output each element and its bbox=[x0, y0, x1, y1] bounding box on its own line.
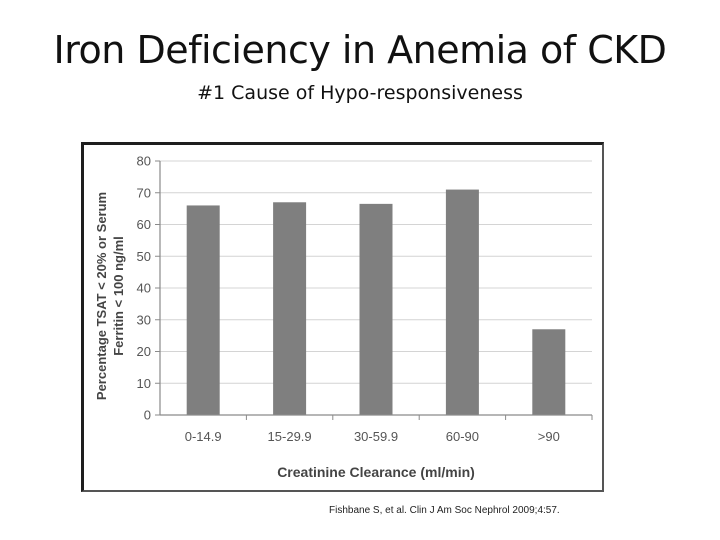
y-tick-label: 40 bbox=[137, 281, 151, 296]
bar bbox=[532, 329, 566, 415]
x-tick-label: 0-14.9 bbox=[185, 429, 222, 444]
x-tick-label: 30-59.9 bbox=[354, 429, 398, 444]
y-tick-label: 10 bbox=[137, 376, 151, 391]
y-tick-label: 70 bbox=[137, 185, 151, 200]
citation: Fishbane S, et al. Clin J Am Soc Nephrol… bbox=[329, 505, 560, 516]
bar bbox=[359, 203, 393, 415]
y-tick-label: 20 bbox=[137, 344, 151, 359]
bar bbox=[186, 205, 220, 415]
x-axis-label: Creatinine Clearance (ml/min) bbox=[277, 464, 475, 480]
x-tick-label: >90 bbox=[538, 429, 560, 444]
y-tick-label: 60 bbox=[137, 217, 151, 232]
x-tick-label: 15-29.9 bbox=[268, 429, 312, 444]
y-tick-label: 50 bbox=[137, 249, 151, 264]
y-tick-label: 30 bbox=[137, 312, 151, 327]
bar bbox=[445, 189, 479, 415]
x-tick-label: 60-90 bbox=[446, 429, 479, 444]
bar bbox=[273, 202, 307, 415]
bar-chart: 0 10 20 30 40 50 60 70 80 0-14.9 15-29.9 30-59.9 60-… bbox=[94, 154, 593, 480]
y-tick-label: 0 bbox=[144, 408, 151, 423]
chart-frame: 0 10 20 30 40 50 60 70 80 0-14.9 15-29.9 30-59.9 60-… bbox=[81, 142, 604, 492]
slide-subtitle: #1 Cause of Hypo-responsiveness bbox=[197, 82, 523, 104]
slide-title: Iron Deficiency in Anemia of CKD bbox=[53, 28, 667, 72]
y-axis-label-line: Percentage TSAT < 20% or Serum bbox=[94, 192, 109, 400]
y-axis-label: Percentage TSAT < 20% or Serum Ferritin <… bbox=[94, 192, 126, 400]
y-tick-label: 80 bbox=[137, 154, 151, 169]
y-axis-label-line: Ferritin < 100 ng/ml bbox=[111, 236, 126, 356]
